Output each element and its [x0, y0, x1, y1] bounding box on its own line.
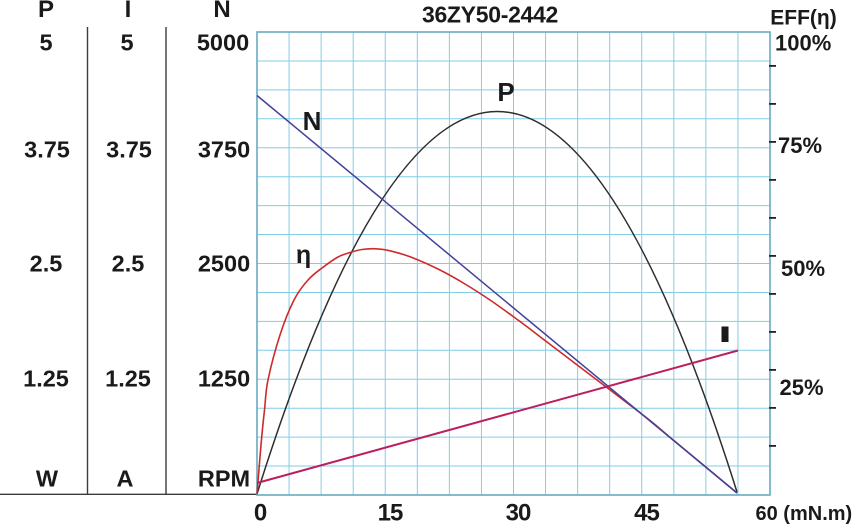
svg-text:2.5: 2.5	[30, 251, 63, 277]
svg-text:N: N	[303, 106, 322, 136]
svg-text:W: W	[36, 466, 59, 492]
svg-text:3.75: 3.75	[24, 137, 70, 163]
svg-text:RPM: RPM	[198, 466, 250, 492]
svg-text:5: 5	[39, 30, 52, 56]
svg-text:36ZY50-2442: 36ZY50-2442	[422, 2, 558, 28]
svg-text:P: P	[497, 77, 514, 107]
svg-text:50%: 50%	[781, 256, 825, 281]
svg-text:2500: 2500	[198, 251, 250, 277]
svg-text:45: 45	[634, 500, 659, 525]
svg-text:75%: 75%	[778, 133, 822, 158]
svg-text:η: η	[296, 241, 311, 269]
svg-text:1.25: 1.25	[105, 366, 151, 392]
svg-text:30: 30	[506, 500, 531, 525]
svg-text:15: 15	[378, 500, 403, 525]
svg-text:1.25: 1.25	[23, 366, 69, 392]
svg-text:5: 5	[120, 30, 133, 56]
svg-text:60 (mN.m): 60 (mN.m)	[756, 503, 852, 525]
svg-text:5000: 5000	[197, 30, 249, 56]
svg-text:0: 0	[254, 500, 267, 525]
svg-text:1250: 1250	[198, 366, 250, 392]
svg-text:N: N	[213, 0, 230, 23]
svg-text:A: A	[117, 466, 134, 492]
svg-text:I: I	[125, 0, 132, 23]
svg-text:25%: 25%	[780, 375, 824, 400]
svg-text:P: P	[38, 0, 54, 23]
svg-text:100%: 100%	[775, 31, 831, 56]
svg-text:EFF(η): EFF(η)	[770, 7, 836, 30]
svg-text:2.5: 2.5	[112, 251, 145, 277]
svg-text:3.75: 3.75	[106, 137, 152, 163]
svg-text:3750: 3750	[198, 137, 250, 163]
